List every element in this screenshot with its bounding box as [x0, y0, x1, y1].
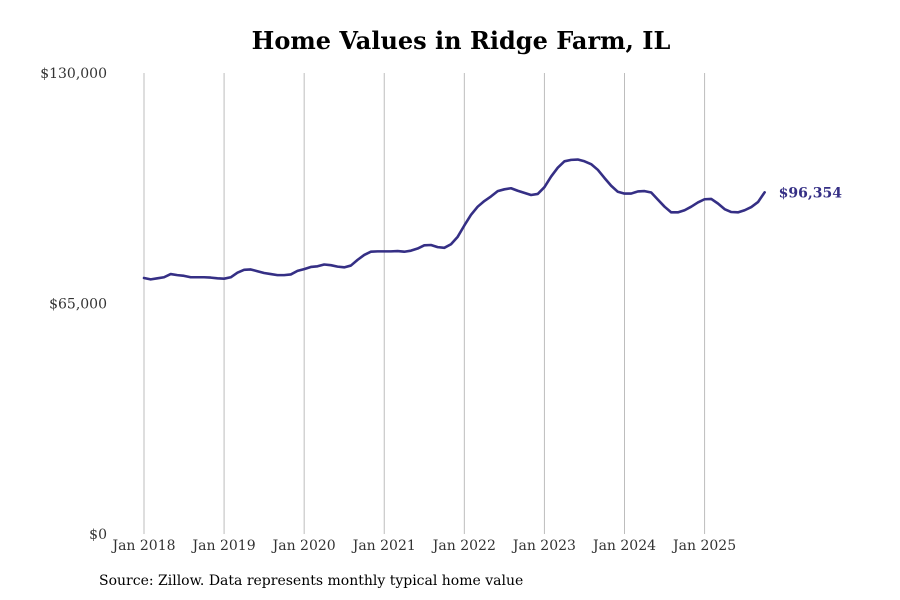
x-tick-label: Jan 2019 [191, 538, 256, 554]
annotation-layer: $96,354 [779, 185, 843, 201]
y-tick-label: $65,000 [49, 297, 107, 313]
y-axis-ticks: $0 $65,000 $130,000 [40, 66, 107, 543]
end-value-label: $96,354 [779, 185, 843, 201]
y-tick-label: $130,000 [40, 66, 107, 82]
x-axis-ticks: Jan 2018 Jan 2019 Jan 2020 Jan 2021 Jan 2022… [110, 538, 736, 554]
x-tick-label: Jan 2021 [351, 538, 416, 554]
source-note: Source: Zillow. Data represents monthly … [99, 573, 524, 589]
chart-title: Home Values in Ridge Farm, IL [251, 26, 671, 55]
x-tick-label: Jan 2022 [431, 538, 496, 554]
x-tick-label: Jan 2018 [110, 538, 175, 554]
x-tick-label: Jan 2025 [671, 538, 736, 554]
x-tick-label: Jan 2024 [591, 538, 656, 554]
x-tick-label: Jan 2020 [271, 538, 336, 554]
series-line-0 [142, 158, 766, 281]
y-tick-label: $0 [89, 527, 107, 543]
series-layer [142, 158, 766, 281]
vertical-gridlines [143, 73, 706, 534]
x-tick-label: Jan 2023 [511, 538, 576, 554]
